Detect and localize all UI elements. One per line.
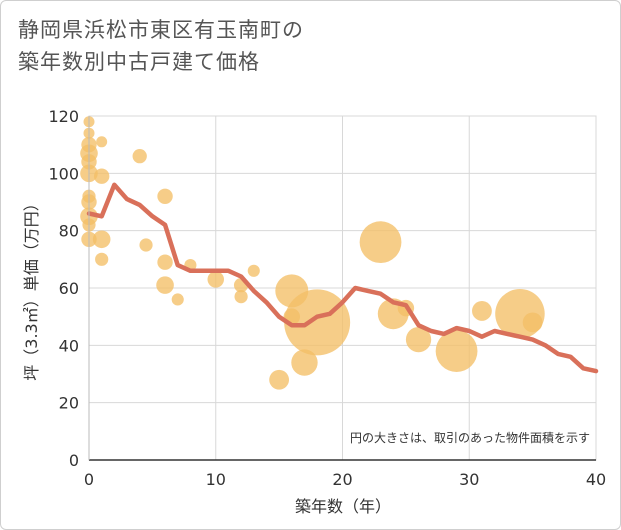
y-tick-label: 100	[48, 164, 79, 183]
y-axis-label: 坪（3.3㎡）単価（万円）	[22, 195, 41, 380]
x-tick-label: 20	[332, 470, 352, 489]
y-tick-label: 40	[59, 336, 79, 355]
bubble-point	[291, 349, 318, 376]
title-line-2: 築年数別中古戸建て価格	[18, 50, 260, 74]
y-tick-label: 0	[69, 451, 79, 470]
x-tick-label: 0	[84, 470, 94, 489]
y-tick-label: 80	[59, 222, 79, 241]
x-axis-label: 築年数（年）	[295, 497, 391, 516]
bubble-point	[522, 312, 543, 333]
size-annotation: 円の大きさは、取引のあった物件面積を示す	[350, 430, 590, 445]
bubble-point	[139, 238, 153, 252]
y-tick-label: 60	[59, 279, 79, 298]
x-tick-label: 10	[206, 470, 226, 489]
bubble-point	[92, 230, 111, 249]
bubble-point	[269, 369, 290, 390]
bubble-point	[207, 271, 224, 288]
chart-title: 静岡県浜松市東区有玉南町の 築年数別中古戸建て価格	[18, 14, 304, 78]
bubble-point	[247, 264, 260, 277]
title-line-1: 静岡県浜松市東区有玉南町の	[18, 18, 304, 42]
bubble-point	[472, 301, 492, 321]
y-tick-label: 120	[48, 107, 79, 126]
bubble-point	[234, 290, 248, 304]
bubble-point	[96, 136, 108, 148]
bubble-point	[132, 148, 147, 164]
trend-line	[86, 182, 599, 374]
trend-line-group	[86, 182, 599, 374]
bubble-point	[157, 254, 173, 270]
x-tick-label: 40	[586, 470, 606, 489]
bubble-point	[156, 276, 174, 294]
axes: 0 20 40 60 80 100 120 0 10 20 30 40	[48, 107, 606, 489]
y-tick-label: 20	[59, 394, 79, 413]
bubble-point	[95, 252, 109, 266]
bubble-point	[157, 188, 173, 204]
bubble-point	[405, 326, 432, 353]
bubble-point	[284, 289, 351, 356]
bubble-series	[80, 116, 545, 390]
x-tick-label: 30	[459, 470, 479, 489]
bubble-point	[359, 221, 402, 264]
bubble-point	[435, 330, 478, 372]
bubble-point	[171, 293, 184, 306]
bubble-point	[93, 168, 110, 184]
